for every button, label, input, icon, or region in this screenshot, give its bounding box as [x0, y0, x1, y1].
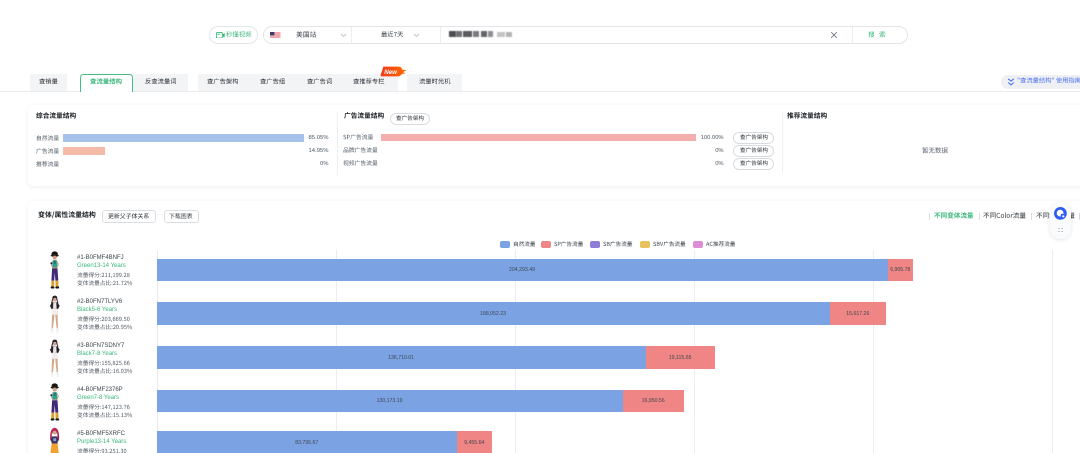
svg-text:New: New — [384, 69, 398, 76]
